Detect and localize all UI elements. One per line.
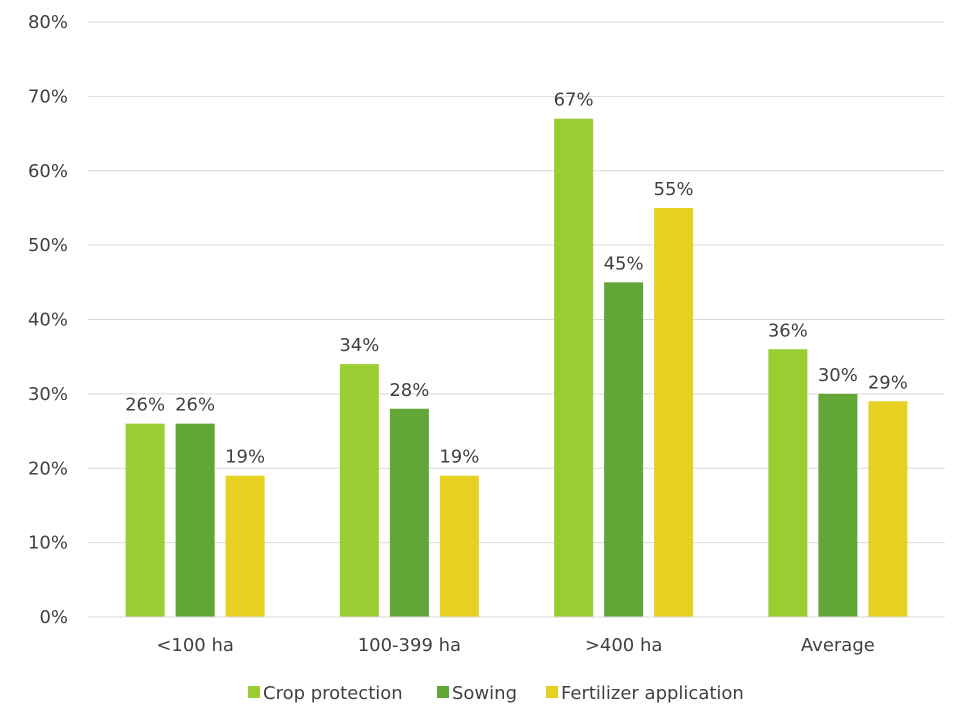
data-label: 36% bbox=[768, 320, 808, 341]
y-tick-label: 70% bbox=[28, 86, 68, 107]
data-label: 34% bbox=[339, 335, 379, 356]
data-label: 67% bbox=[554, 90, 594, 111]
bar bbox=[604, 282, 644, 617]
legend-label: Sowing bbox=[452, 683, 517, 704]
bar bbox=[818, 393, 858, 617]
y-tick-label: 40% bbox=[28, 310, 68, 331]
data-label: 19% bbox=[225, 447, 265, 468]
y-axis-tick-labels: 0% 10% 20% 30% 40% 50% 60% 70% 80% bbox=[28, 12, 68, 628]
y-tick-label: 30% bbox=[28, 384, 68, 405]
y-tick-label: 10% bbox=[28, 533, 68, 554]
x-category-label: 100-399 ha bbox=[358, 635, 461, 656]
bar bbox=[439, 475, 479, 617]
bars bbox=[125, 118, 908, 617]
y-tick-label: 80% bbox=[28, 12, 68, 33]
y-tick-label: 0% bbox=[39, 607, 68, 628]
data-label: 30% bbox=[818, 365, 858, 386]
bar bbox=[125, 423, 165, 617]
gridlines bbox=[88, 21, 945, 544]
x-category-label: <100 ha bbox=[156, 635, 234, 656]
data-label: 19% bbox=[439, 447, 479, 468]
legend-label: Fertilizer application bbox=[561, 683, 744, 704]
bar bbox=[554, 118, 594, 617]
data-label: 45% bbox=[604, 253, 644, 274]
data-label: 55% bbox=[654, 179, 694, 200]
legend-swatch bbox=[248, 686, 260, 698]
data-label: 26% bbox=[175, 395, 215, 416]
x-axis-category-labels: <100 ha 100-399 ha >400 ha Average bbox=[156, 635, 875, 656]
y-tick-label: 60% bbox=[28, 161, 68, 182]
x-category-label: Average bbox=[801, 635, 875, 656]
data-labels: 26% 26% 19% 34% 28% 19% 67% 45% 55% 36% 30% 29% bbox=[125, 90, 908, 468]
data-label: 26% bbox=[125, 395, 165, 416]
bar bbox=[389, 408, 429, 617]
bar bbox=[225, 475, 265, 617]
bar bbox=[868, 401, 908, 617]
legend: Crop protection Sowing Fertilizer applicat… bbox=[248, 683, 744, 704]
bar bbox=[339, 364, 379, 617]
legend-swatch bbox=[437, 686, 449, 698]
data-label: 29% bbox=[868, 372, 908, 393]
y-tick-label: 50% bbox=[28, 235, 68, 256]
bar bbox=[768, 349, 808, 617]
bar bbox=[654, 207, 694, 617]
data-label: 28% bbox=[389, 380, 429, 401]
legend-label: Crop protection bbox=[263, 683, 403, 704]
y-tick-label: 20% bbox=[28, 458, 68, 479]
legend-swatch bbox=[546, 686, 558, 698]
x-category-label: >400 ha bbox=[585, 635, 663, 656]
bar bbox=[175, 423, 215, 617]
